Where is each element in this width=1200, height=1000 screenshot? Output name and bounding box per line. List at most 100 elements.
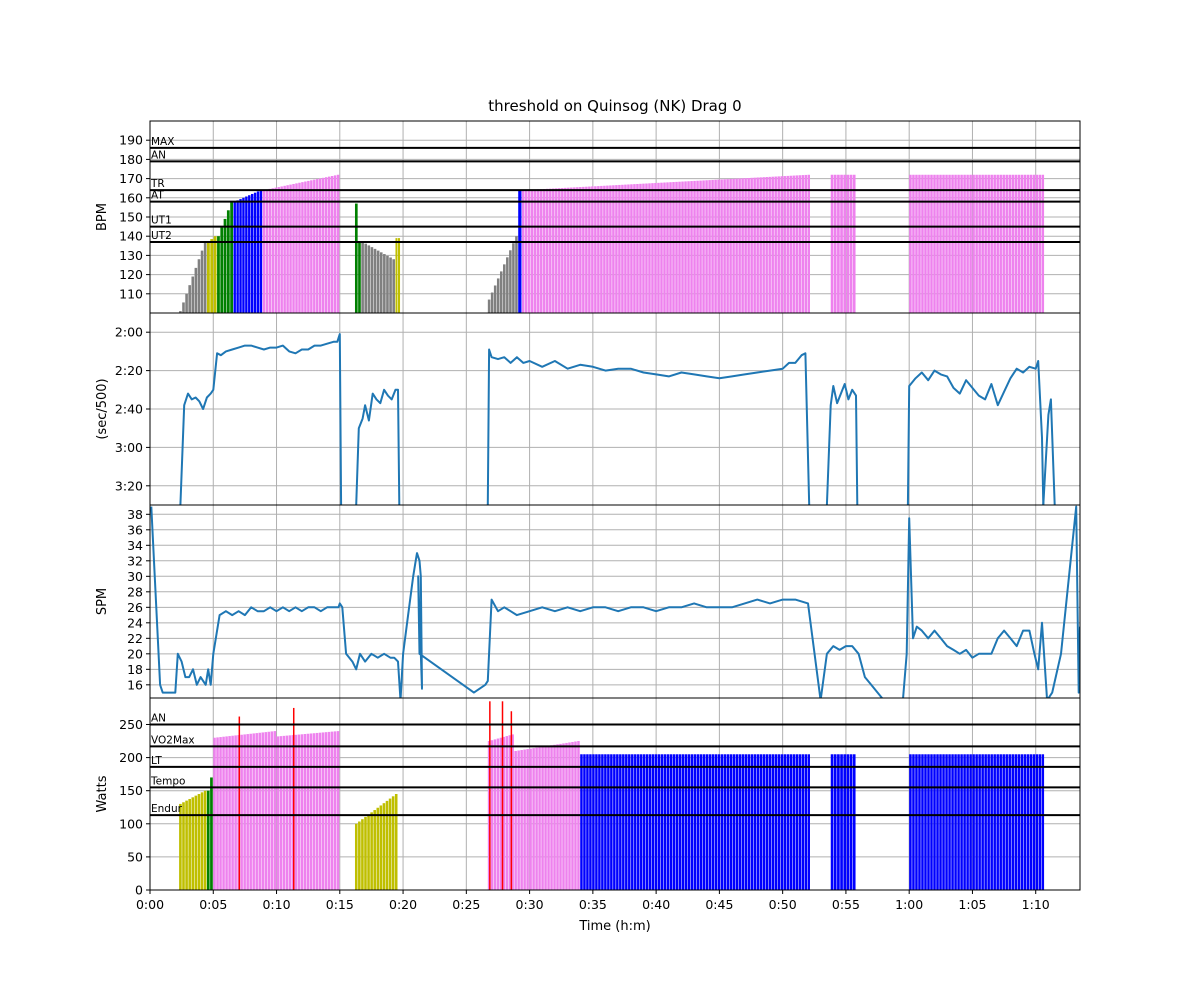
bar-hr-8-6 bbox=[506, 257, 509, 313]
bar-hr-10-89 bbox=[789, 175, 792, 313]
bar-hr-6-9 bbox=[389, 257, 392, 313]
bar-power-0-5 bbox=[194, 795, 198, 890]
bar-hr-10-81 bbox=[765, 177, 768, 313]
y-tick-label-hr-1: 120 bbox=[119, 267, 143, 282]
bar-power-6-12 bbox=[550, 745, 553, 890]
spike-power-1 bbox=[292, 707, 295, 890]
bar-power-7-31 bbox=[672, 754, 676, 890]
bar-power-9-42 bbox=[1035, 754, 1039, 890]
bar-hr-10-79 bbox=[759, 177, 762, 313]
bar-power-7-10 bbox=[610, 754, 613, 890]
bar-power-9-38 bbox=[1023, 754, 1027, 890]
bar-hr-8-2 bbox=[493, 285, 497, 313]
bar-power-3-19 bbox=[333, 731, 337, 890]
bar-power-3-5 bbox=[291, 735, 295, 890]
bar-hr-10-49 bbox=[669, 182, 672, 313]
zone-label-power-2: LT bbox=[151, 755, 162, 767]
bar-hr-0-5 bbox=[194, 267, 198, 313]
bar-power-5-6 bbox=[505, 736, 509, 890]
bar-power-7-37 bbox=[690, 754, 694, 890]
bar-power-9-32 bbox=[1005, 754, 1008, 890]
bar-hr-12-19 bbox=[966, 174, 969, 313]
x-axis-label: Time (h:m) bbox=[578, 919, 650, 934]
bar-hr-10-3 bbox=[531, 189, 534, 313]
bar-hr-12-20 bbox=[969, 174, 972, 313]
bar-power-3-20 bbox=[336, 731, 340, 890]
y-tick-label-hr-5: 160 bbox=[119, 190, 143, 205]
bar-power-8-0 bbox=[830, 754, 834, 890]
bar-power-7-48 bbox=[723, 754, 727, 890]
bar-hr-12-39 bbox=[1026, 174, 1030, 313]
y-tick-label-spm-1: 18 bbox=[127, 662, 143, 677]
bar-hr-10-5 bbox=[537, 189, 540, 313]
bar-hr-10-23 bbox=[591, 186, 594, 313]
bar-hr-10-39 bbox=[639, 183, 642, 313]
bar-hr-10-55 bbox=[687, 181, 690, 313]
bar-power-3-8 bbox=[300, 734, 304, 890]
bar-power-7-75 bbox=[804, 754, 807, 890]
bar-hr-0-4 bbox=[191, 276, 195, 313]
bar-hr-6-7 bbox=[383, 254, 386, 313]
bar-power-9-22 bbox=[975, 754, 978, 890]
bar-power-3-15 bbox=[321, 732, 325, 890]
bar-power-7-27 bbox=[660, 754, 664, 890]
bar-power-5-4 bbox=[499, 737, 503, 890]
y-tick-label-pace-3: 3:00 bbox=[115, 440, 143, 455]
x-tick-label-10: 0:50 bbox=[769, 897, 797, 912]
bar-hr-12-12 bbox=[945, 174, 948, 313]
bar-hr-10-26 bbox=[600, 185, 603, 313]
bar-power-3-1 bbox=[279, 736, 283, 890]
bar-hr-6-3 bbox=[370, 247, 374, 313]
bar-hr-4-17 bbox=[313, 179, 316, 313]
y-tick-label-spm-6: 28 bbox=[127, 584, 143, 599]
bar-power-2-11 bbox=[246, 734, 249, 890]
bar-power-8-4 bbox=[843, 754, 847, 890]
bar-power-4-1 bbox=[358, 821, 361, 890]
bar-power-9-8 bbox=[933, 754, 936, 890]
bar-power-8-1 bbox=[833, 754, 837, 890]
bar-hr-10-17 bbox=[573, 187, 576, 313]
series-line-pace-3 bbox=[825, 383, 859, 505]
bar-hr-4-8 bbox=[286, 185, 289, 313]
bar-hr-6-8 bbox=[386, 255, 389, 313]
bar-segment-hr-3 bbox=[233, 190, 263, 313]
bar-hr-11-4 bbox=[843, 174, 847, 313]
bar-power-9-20 bbox=[969, 754, 972, 890]
bar-power-7-56 bbox=[747, 754, 751, 890]
bar-power-9-3 bbox=[918, 754, 921, 890]
bar-hr-10-35 bbox=[627, 184, 630, 313]
bar-power-7-62 bbox=[765, 754, 769, 890]
bar-hr-5-1 bbox=[358, 241, 361, 313]
bar-hr-10-68 bbox=[726, 179, 729, 313]
bar-hr-11-7 bbox=[852, 174, 856, 313]
bar-power-9-9 bbox=[936, 754, 939, 890]
bar-hr-12-18 bbox=[963, 174, 966, 313]
x-tick-label-3: 0:15 bbox=[326, 897, 354, 912]
bar-hr-12-21 bbox=[972, 174, 975, 313]
bar-hr-12-11 bbox=[942, 174, 945, 313]
bar-power-4-13 bbox=[394, 794, 398, 890]
bar-hr-12-9 bbox=[936, 174, 939, 313]
x-tick-label-14: 1:10 bbox=[1022, 897, 1050, 912]
bar-segment-power-3 bbox=[276, 731, 340, 890]
bar-power-7-67 bbox=[780, 754, 784, 890]
bar-power-2-20 bbox=[273, 731, 277, 890]
bar-hr-12-5 bbox=[924, 174, 927, 313]
bar-hr-12-37 bbox=[1020, 174, 1024, 313]
bar-segment-hr-5 bbox=[354, 203, 361, 313]
bar-power-3-6 bbox=[294, 734, 298, 890]
bar-hr-12-38 bbox=[1023, 174, 1027, 313]
x-tick-label-7: 0:35 bbox=[579, 897, 607, 912]
bar-hr-10-83 bbox=[771, 176, 774, 313]
bar-hr-12-34 bbox=[1011, 174, 1014, 313]
bar-segment-power-7 bbox=[580, 754, 810, 890]
bar-hr-10-2 bbox=[528, 189, 531, 313]
bar-hr-12-44 bbox=[1041, 174, 1045, 313]
bar-power-9-2 bbox=[915, 754, 918, 890]
bar-hr-4-6 bbox=[280, 186, 283, 313]
bar-power-0-3 bbox=[188, 798, 191, 890]
bar-power-7-32 bbox=[675, 754, 679, 890]
bar-hr-10-93 bbox=[801, 175, 804, 313]
bar-power-7-66 bbox=[777, 754, 781, 890]
bar-power-9-15 bbox=[954, 754, 957, 890]
